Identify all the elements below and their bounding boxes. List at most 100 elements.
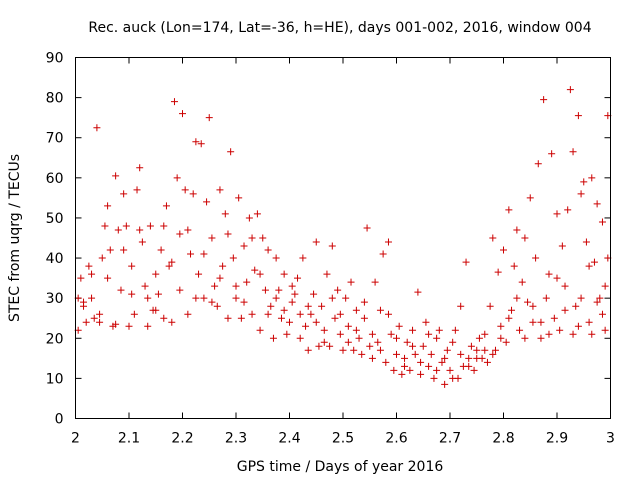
x-tick-label: 2.1 — [118, 431, 140, 447]
data-point — [379, 250, 387, 258]
data-point — [256, 270, 264, 278]
data-point — [320, 326, 328, 334]
data-point — [558, 242, 566, 250]
y-tick-label: 40 — [46, 251, 64, 267]
data-point — [269, 334, 277, 342]
data-point — [553, 274, 561, 282]
chart-title: Rec. auck (Lon=174, Lat=-36, h=HE), days… — [88, 20, 591, 36]
data-point — [125, 322, 133, 330]
data-point — [537, 334, 545, 342]
data-point — [128, 262, 136, 270]
data-point — [347, 278, 355, 286]
data-point — [283, 330, 291, 338]
data-point — [152, 270, 160, 278]
data-point — [395, 322, 403, 330]
data-point — [197, 140, 205, 148]
data-point — [481, 330, 489, 338]
data-point — [104, 274, 112, 282]
data-point — [577, 190, 585, 198]
data-point — [433, 366, 441, 374]
data-point — [344, 338, 352, 346]
data-point — [473, 354, 481, 362]
x-tick-label: 2.4 — [278, 431, 300, 447]
data-point — [224, 314, 232, 322]
data-point — [342, 294, 350, 302]
data-point — [462, 258, 470, 266]
data-point — [425, 330, 433, 338]
data-point — [491, 346, 499, 354]
data-point — [77, 274, 85, 282]
data-point — [288, 298, 296, 306]
data-point — [245, 214, 253, 222]
data-point — [572, 302, 580, 310]
data-point — [184, 310, 192, 318]
data-point — [433, 334, 441, 342]
data-point — [98, 254, 106, 262]
data-point — [465, 362, 473, 370]
data-point — [264, 310, 272, 318]
data-point — [384, 310, 392, 318]
data-point — [157, 246, 165, 254]
data-point — [288, 282, 296, 290]
data-point — [248, 310, 256, 318]
data-point — [200, 294, 208, 302]
data-point — [259, 234, 267, 242]
data-point — [382, 358, 390, 366]
data-point — [189, 190, 197, 198]
data-point — [122, 222, 130, 230]
data-point — [232, 294, 240, 302]
data-point — [358, 350, 366, 358]
data-point — [513, 294, 521, 302]
data-point — [585, 318, 593, 326]
data-point — [532, 254, 540, 262]
data-point — [170, 98, 178, 106]
data-point — [323, 270, 331, 278]
data-point — [374, 338, 382, 346]
data-point — [524, 298, 532, 306]
data-point — [235, 194, 243, 202]
data-point — [398, 370, 406, 378]
y-tick-label: 20 — [46, 331, 64, 347]
data-point — [526, 194, 534, 202]
x-tick-label: 2.9 — [546, 431, 568, 447]
data-point — [409, 342, 417, 350]
data-point — [141, 282, 149, 290]
x-tick-label: 3 — [606, 431, 615, 447]
data-point — [253, 210, 261, 218]
data-point — [208, 298, 216, 306]
data-point — [561, 282, 569, 290]
data-point — [320, 338, 328, 346]
data-point — [561, 306, 569, 314]
data-point — [481, 346, 489, 354]
data-point — [205, 114, 213, 122]
data-point — [334, 286, 342, 294]
data-point — [419, 342, 427, 350]
data-point — [556, 326, 564, 334]
data-point — [168, 258, 176, 266]
data-point — [96, 318, 104, 326]
data-point — [219, 262, 227, 270]
data-point — [90, 314, 98, 322]
data-point — [275, 286, 283, 294]
data-point — [588, 330, 596, 338]
data-point — [256, 326, 264, 334]
data-point — [403, 338, 411, 346]
data-point — [299, 254, 307, 262]
data-point — [486, 302, 494, 310]
data-point — [457, 350, 465, 358]
data-point — [128, 290, 136, 298]
data-point — [451, 326, 459, 334]
data-point — [144, 294, 152, 302]
data-point — [518, 278, 526, 286]
data-point — [243, 278, 251, 286]
data-point — [203, 198, 211, 206]
x-tick-label: 2.2 — [171, 431, 193, 447]
data-point — [457, 302, 465, 310]
data-point — [475, 334, 483, 342]
data-point — [88, 270, 96, 278]
data-point — [154, 290, 162, 298]
data-point — [596, 294, 604, 302]
data-point — [598, 310, 606, 318]
data-point — [598, 218, 606, 226]
